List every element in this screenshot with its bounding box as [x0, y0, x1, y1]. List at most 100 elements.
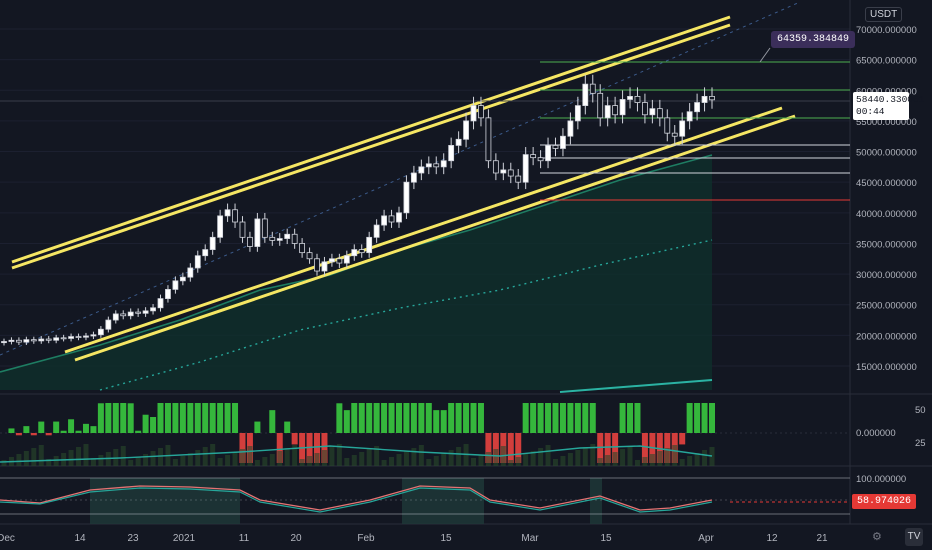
price-axis-label: 55000.000000 [856, 117, 917, 128]
candle-body [560, 135, 566, 149]
candle-body [597, 92, 604, 119]
volume-bar [403, 451, 409, 466]
macd-bar [545, 403, 552, 433]
time-axis-label: Dec [0, 533, 15, 544]
price-axis-label: 60000.000000 [856, 86, 917, 97]
candle-body [515, 175, 522, 183]
candle-body [321, 261, 328, 272]
candle-body [381, 215, 387, 226]
macd-bar [68, 419, 75, 433]
macd-bar [187, 403, 194, 433]
candle-body [1, 341, 7, 344]
macd-bar [105, 403, 112, 433]
volume-bar [225, 455, 231, 466]
macd-bar [552, 403, 559, 433]
candle-body [589, 83, 596, 94]
macd-bar [463, 403, 470, 433]
volume-bar [314, 453, 320, 466]
volume-bar [448, 450, 454, 466]
volume-bar [210, 444, 216, 466]
volume-bar [254, 460, 260, 466]
volume-bar [664, 448, 670, 466]
volume-bar [441, 453, 447, 466]
volume-bar [515, 457, 521, 466]
volume-bar [552, 459, 558, 466]
macd-bar [395, 403, 402, 433]
candlesticks [1, 74, 715, 346]
candle-body [463, 120, 469, 140]
candle-body [642, 102, 648, 116]
macd-bar [53, 421, 60, 433]
candle-body [634, 96, 641, 103]
macd-bar [582, 403, 589, 433]
macd-bar [202, 403, 209, 433]
candle-body [418, 166, 425, 174]
volume-bar [247, 446, 253, 466]
candle-body [396, 212, 402, 223]
candle-body [187, 267, 194, 278]
macd-bar [612, 433, 619, 463]
volume-bar [16, 454, 22, 466]
candle-body [83, 335, 89, 338]
volume-bar [292, 445, 298, 466]
volume-bar [456, 447, 462, 466]
macd-bar [217, 403, 224, 433]
candle-body [247, 236, 253, 247]
tradingview-logo-icon[interactable]: TV [905, 528, 923, 546]
time-axis-label: 12 [766, 533, 778, 544]
macd-bar [38, 421, 45, 433]
time-axis-label: 14 [74, 533, 86, 544]
volume-bar [299, 459, 305, 466]
candle-body [90, 334, 97, 337]
volume-bar [381, 460, 387, 466]
candle-body [269, 236, 276, 241]
candle-body [552, 145, 559, 149]
channel-lower-line [64, 106, 783, 354]
volume-bar [396, 454, 402, 466]
candle-body [671, 132, 678, 137]
channel-lower-line-inner [74, 114, 796, 362]
trend-lines [0, 1, 850, 362]
candle-body [373, 224, 380, 238]
volume-bar [135, 457, 141, 466]
candle-body [612, 105, 619, 116]
volume-bar [530, 451, 536, 466]
candle-body [97, 328, 104, 336]
macd-bar [619, 403, 626, 433]
candle-body [165, 289, 171, 299]
volume-bar [239, 449, 245, 466]
volume-bar [366, 449, 372, 466]
candle-body [179, 276, 186, 282]
volume-bar [76, 447, 82, 466]
macd-bar [60, 430, 67, 433]
time-axis-label: 21 [816, 533, 828, 544]
macd-bar [373, 403, 380, 433]
candle-body [686, 111, 693, 122]
candle-body [388, 215, 395, 223]
volume-bar [567, 453, 573, 466]
macd-bar [709, 403, 715, 433]
candle-body [209, 236, 216, 250]
quote-unit-label[interactable]: USDT [865, 7, 903, 22]
macd-bar [656, 433, 663, 463]
candle-body [492, 160, 499, 174]
macd-bar [492, 433, 499, 463]
time-axis-label: 15 [600, 533, 612, 544]
candle-body [410, 172, 417, 183]
volume-bar [679, 459, 685, 466]
macd-bar [82, 423, 89, 433]
macd-bar [194, 403, 201, 433]
macd-bar [425, 403, 432, 433]
volume-bar [195, 450, 201, 466]
candle-body [194, 255, 201, 269]
candle-body [254, 218, 261, 247]
volume-bar [426, 459, 432, 466]
volume-bar [143, 454, 149, 466]
annotation-price-badge: 64359.384849 [771, 31, 856, 48]
volume-bar [158, 448, 164, 466]
candle-body [45, 338, 52, 341]
candle-body [23, 339, 30, 343]
macd-bar [135, 430, 142, 433]
gear-icon[interactable]: ⚙ [872, 531, 882, 543]
